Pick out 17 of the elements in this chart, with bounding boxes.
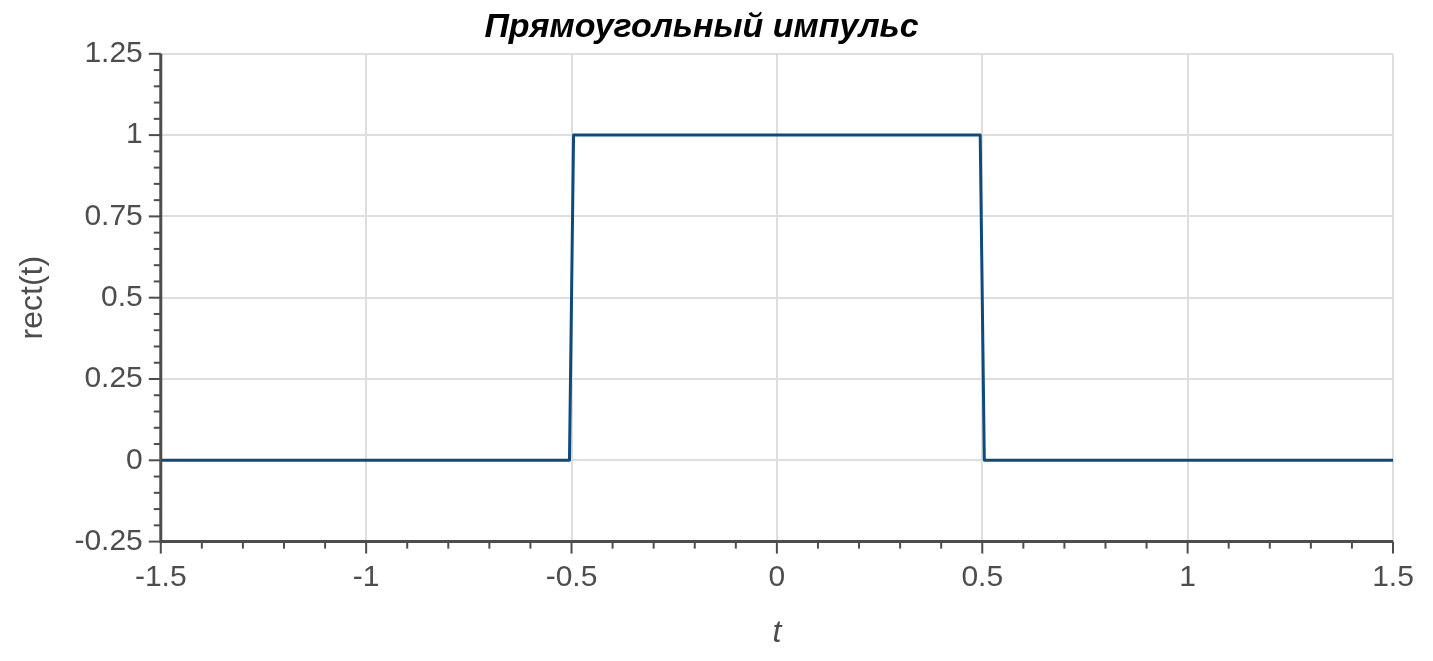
- y-tick-label: 0.25: [84, 360, 143, 394]
- x-tick-label: 0.5: [961, 558, 1004, 592]
- x-tick-label: 0: [768, 558, 786, 592]
- y-tick-label: 0.5: [101, 278, 143, 312]
- x-tick-label: -0.5: [545, 558, 598, 592]
- y-tick-label: 0: [126, 441, 143, 475]
- x-tick-label: -1: [352, 558, 380, 592]
- y-tick-label: 1.25: [84, 35, 143, 69]
- y-axis-title: rect(t): [13, 255, 50, 340]
- x-axis-title: t: [772, 612, 783, 649]
- y-tick-label: 0.75: [84, 197, 143, 231]
- x-tick-label: 1: [1179, 558, 1196, 592]
- x-tick-label: -1.5: [134, 558, 187, 592]
- y-tick-label: -0.25: [74, 522, 143, 556]
- y-tick-label: 1: [126, 116, 143, 150]
- x-tick-label: 1.5: [1372, 558, 1414, 592]
- chart-title: Прямоугольный импульс: [484, 5, 919, 44]
